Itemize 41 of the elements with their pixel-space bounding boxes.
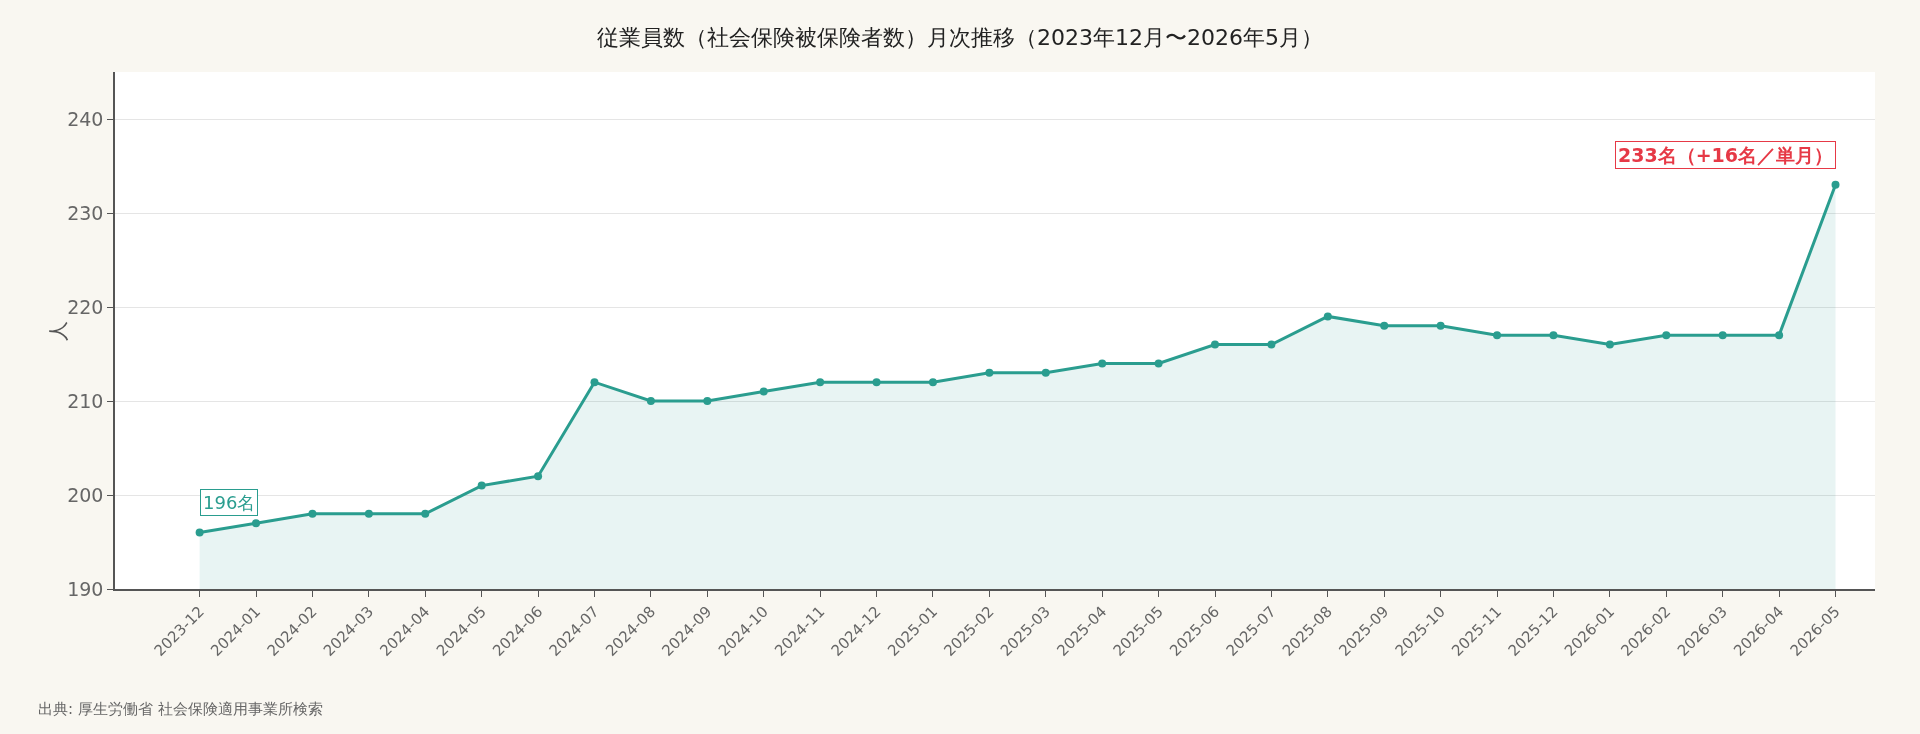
- point: [1041, 368, 1050, 377]
- point: [1831, 180, 1840, 189]
- point: [1493, 331, 1502, 340]
- point: [703, 397, 712, 405]
- point: [1775, 331, 1784, 340]
- point: [1323, 312, 1332, 321]
- point: [1436, 321, 1445, 330]
- y-tick-label: 220: [67, 295, 104, 318]
- y-axis-title: 人: [45, 320, 70, 341]
- y-tick-label: 210: [67, 389, 104, 412]
- point: [195, 528, 204, 537]
- point: [928, 378, 937, 387]
- point: [1380, 321, 1389, 330]
- point: [421, 509, 430, 518]
- point: [1154, 359, 1163, 368]
- point: [364, 509, 373, 518]
- annotation: 233名（+16名／単月）: [1618, 144, 1834, 166]
- point: [1662, 331, 1671, 340]
- y-tick-label: 230: [67, 201, 104, 224]
- point: [816, 378, 825, 387]
- point: [1605, 340, 1614, 349]
- point: [1549, 331, 1558, 340]
- source-note: 出典: 厚生労働省 社会保険適用事業所検索: [38, 700, 323, 718]
- point: [590, 378, 599, 387]
- point: [1267, 340, 1276, 349]
- point: [1211, 340, 1219, 349]
- point: [1098, 359, 1107, 368]
- y-tick-label: 200: [67, 483, 104, 506]
- point: [534, 472, 543, 481]
- point: [646, 397, 655, 405]
- point: [759, 387, 768, 396]
- point: [985, 368, 994, 377]
- annotation: 196名: [203, 492, 256, 513]
- point: [1718, 331, 1727, 340]
- chart-title: 従業員数（社会保険被保険者数）月次推移（2023年12月〜2026年5月）: [597, 24, 1323, 50]
- y-tick-label: 190: [67, 577, 104, 600]
- point: [477, 481, 486, 490]
- point: [872, 378, 881, 387]
- y-tick-label: 240: [67, 107, 104, 130]
- point: [308, 509, 317, 518]
- point: [252, 519, 261, 528]
